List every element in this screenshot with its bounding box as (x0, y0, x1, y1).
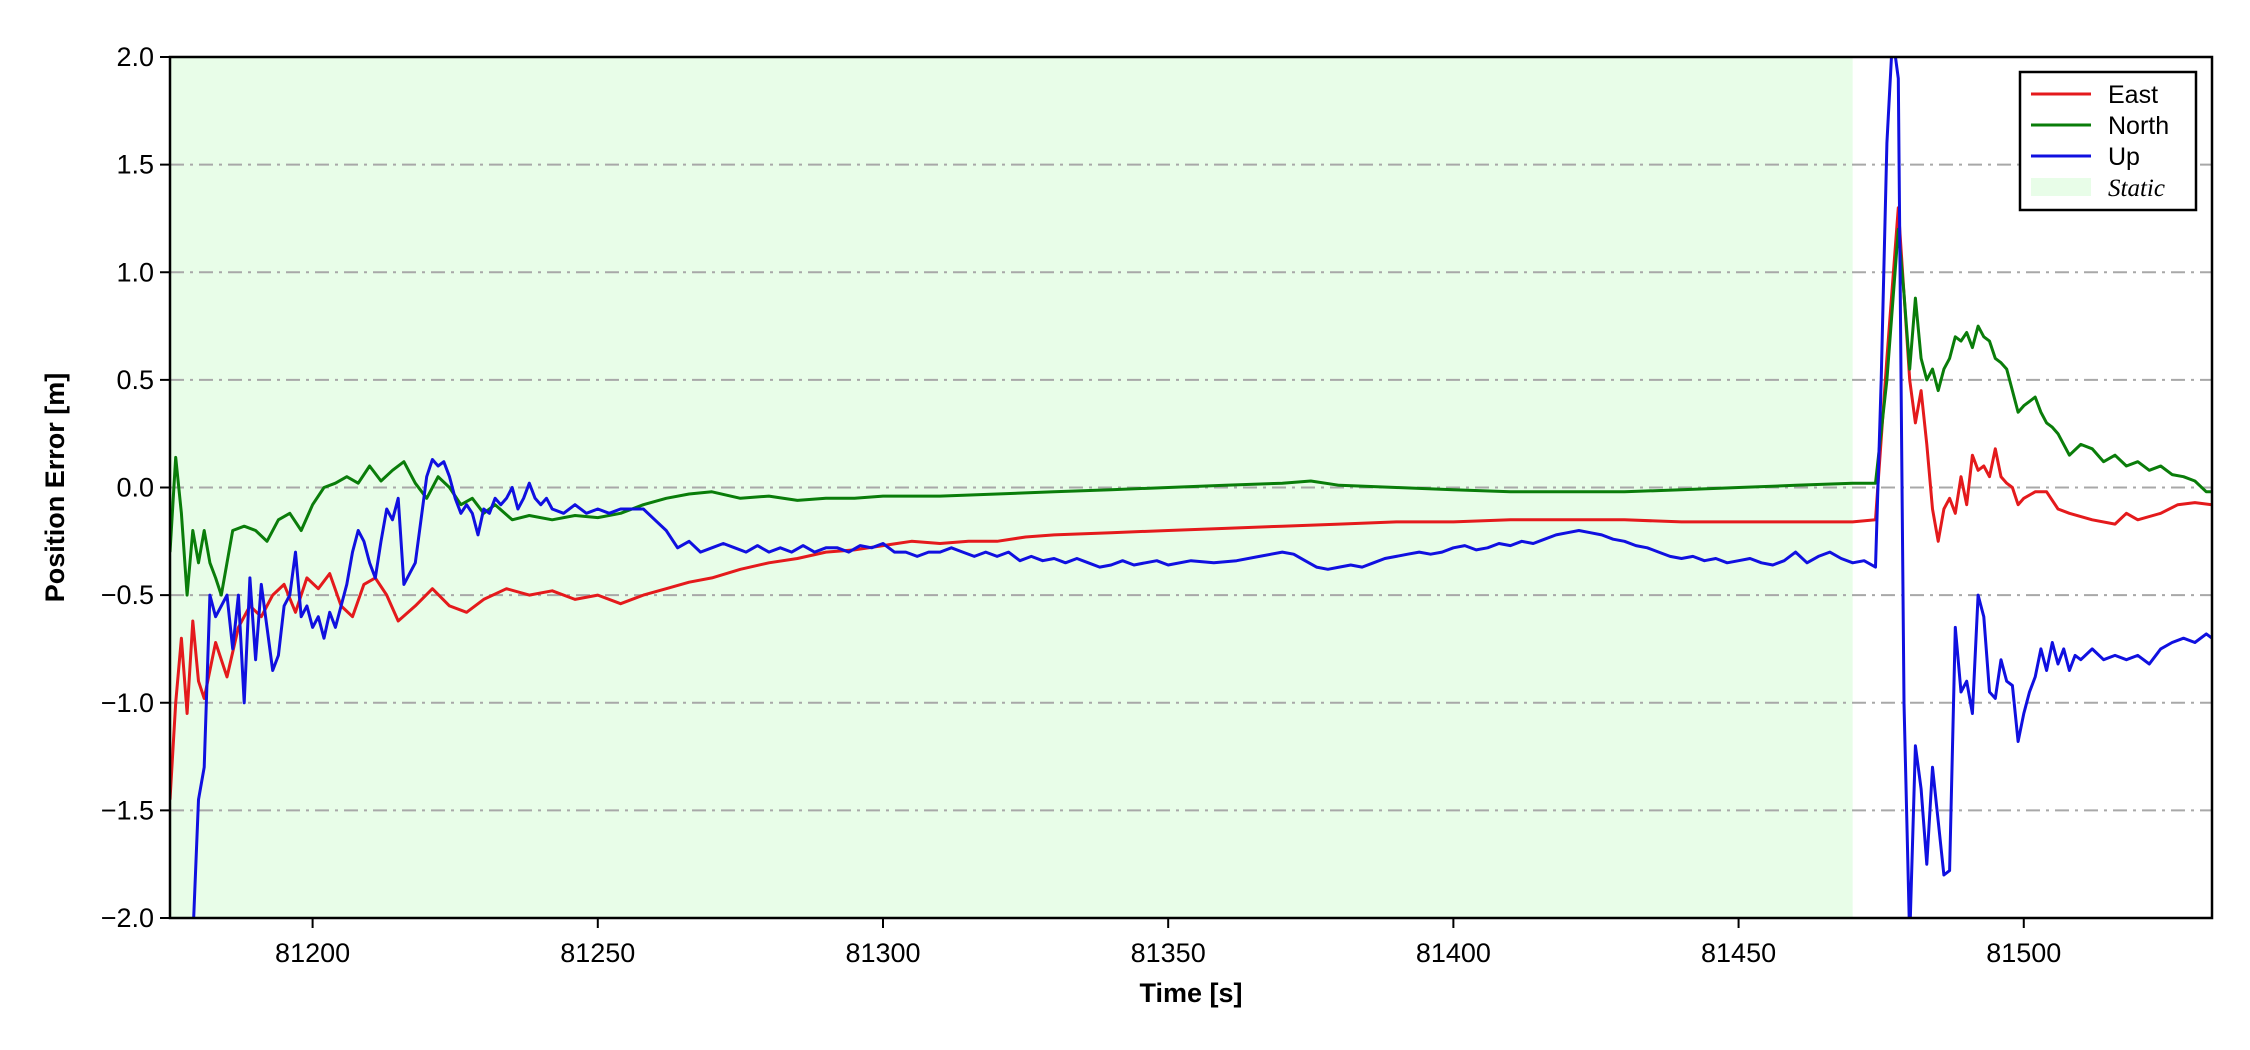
x-tick-label: 81450 (1701, 938, 1776, 968)
legend-label-up: Up (2108, 143, 2140, 171)
x-tick-label: 81350 (1131, 938, 1206, 968)
x-tick-label: 81250 (560, 938, 635, 968)
y-tick-label: 2.0 (116, 42, 154, 72)
legend: East North Up Static (2018, 70, 2198, 212)
x-axis-title: Time [s] (1139, 978, 1242, 1008)
legend-label-east: East (2108, 81, 2158, 109)
y-tick-label: −1.0 (101, 688, 154, 718)
legend-label-static: Static (2108, 175, 2165, 202)
y-tick-label: 0.5 (116, 365, 154, 395)
y-tick-label: 0.0 (116, 473, 154, 503)
series-line-up (192, 57, 2212, 918)
y-tick-label: −0.5 (101, 580, 154, 610)
legend-label-north: North (2108, 112, 2169, 140)
x-tick-label: 81300 (845, 938, 920, 968)
y-axis-ticks: −2.0 −1.5 −1.0 −0.5 0.0 0.5 1.0 1.5 2.0 (101, 42, 170, 933)
x-tick-label: 81400 (1416, 938, 1491, 968)
y-tick-label: 1.5 (116, 150, 154, 180)
y-tick-label: −2.0 (101, 903, 154, 933)
x-tick-label: 81500 (1986, 938, 2061, 968)
y-tick-label: −1.5 (101, 795, 154, 825)
series-line-east (170, 206, 2212, 800)
y-axis-title: Position Error [m] (40, 373, 70, 603)
series-lines (170, 57, 2212, 918)
series-line-north (170, 227, 2212, 597)
x-tick-label: 81200 (275, 938, 350, 968)
x-axis-ticks: 81200 81250 81300 81350 81400 81450 81500 (275, 918, 2061, 968)
legend-swatch-static (2031, 178, 2091, 196)
y-tick-label: 1.0 (116, 257, 154, 287)
